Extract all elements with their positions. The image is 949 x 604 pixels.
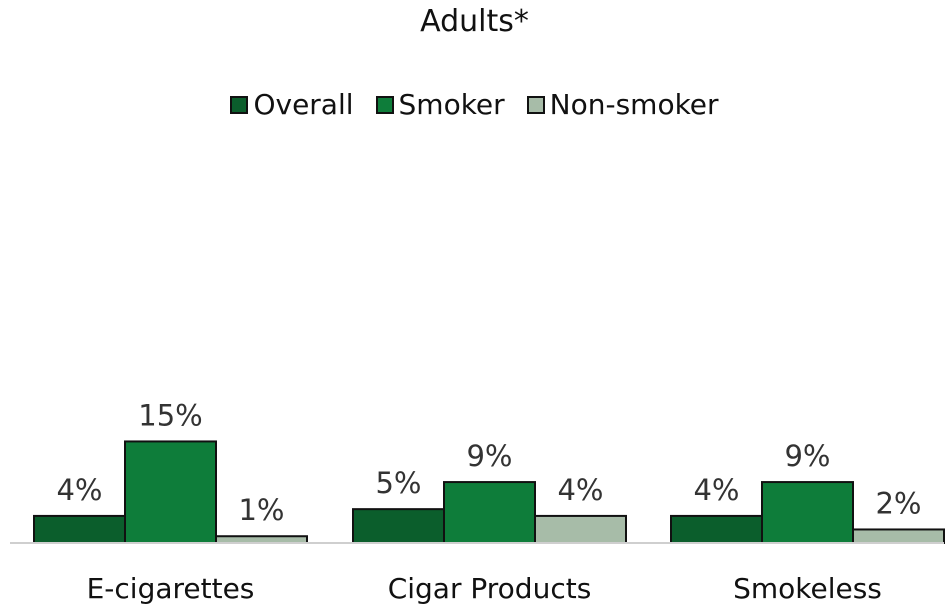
data-label-cigar-products-non-smoker: 4% [557,473,603,507]
category-label-cigar-products: Cigar Products [388,572,592,604]
category-label-smokeless: Smokeless [733,572,882,604]
bar-e-cigarettes-overall [33,514,126,544]
legend-swatch-non-smoker [526,95,545,114]
legend-label-smoker: Smoker [398,88,505,121]
bar-cigar-products-smoker [443,481,536,545]
chart-title: Adults* [420,4,529,39]
bar-smokeless-overall [670,514,763,544]
bar-cigar-products-non-smoker [534,514,627,544]
data-label-smokeless-non-smoker: 2% [875,486,921,520]
data-label-smokeless-overall: 4% [693,473,739,507]
bar-e-cigarettes-smoker [124,440,217,545]
bar-e-cigarettes-non-smoker [215,535,308,544]
legend: Overall Smoker Non-smoker [0,88,949,121]
bar-smokeless-smoker [761,481,854,545]
legend-item-smoker: Smoker [375,88,505,121]
data-label-e-cigarettes-smoker: 15% [138,398,202,432]
data-label-cigar-products-overall: 5% [375,466,421,500]
data-label-smokeless-smoker: 9% [784,439,830,473]
legend-item-overall: Overall [230,88,354,121]
category-label-e-cigarettes: E-cigarettes [87,572,255,604]
data-label-cigar-products-smoker: 9% [466,439,512,473]
bar-smokeless-non-smoker [852,528,945,545]
data-label-e-cigarettes-overall: 4% [56,473,102,507]
legend-swatch-overall [230,95,249,114]
legend-swatch-smoker [375,95,394,114]
legend-label-non-smoker: Non-smoker [549,88,719,121]
legend-label-overall: Overall [253,88,354,121]
legend-item-non-smoker: Non-smoker [526,88,719,121]
data-label-e-cigarettes-non-smoker: 1% [238,493,284,527]
bar-cigar-products-overall [352,508,445,545]
